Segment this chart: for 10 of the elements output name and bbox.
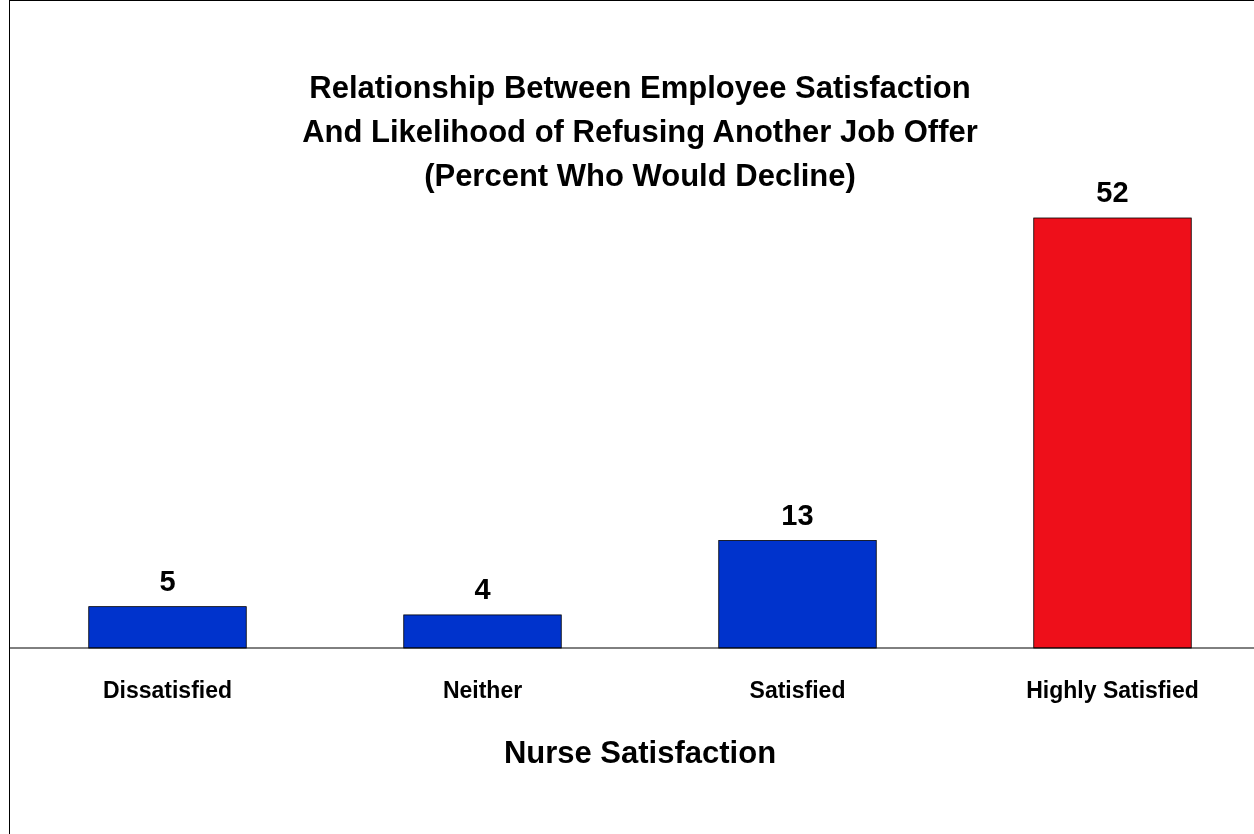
x-tick-label: Neither [442, 677, 523, 703]
x-tick-label: Highly Satisfied [1026, 677, 1199, 703]
x-tick-label: Satisfied [749, 677, 846, 703]
data-label: 4 [474, 572, 491, 605]
x-axis-title: Nurse Satisfaction [503, 735, 777, 770]
data-label: 5 [159, 564, 176, 597]
data-label: 52 [1096, 176, 1129, 208]
x-tick-label: Dissatisfied [102, 677, 233, 703]
chart-title: Relationship Between Employee Satisfaction And Likelihood of Refusing Another Job Offer (Percent Who Would Decline) [302, 70, 978, 193]
data-label: 13 [781, 498, 814, 531]
